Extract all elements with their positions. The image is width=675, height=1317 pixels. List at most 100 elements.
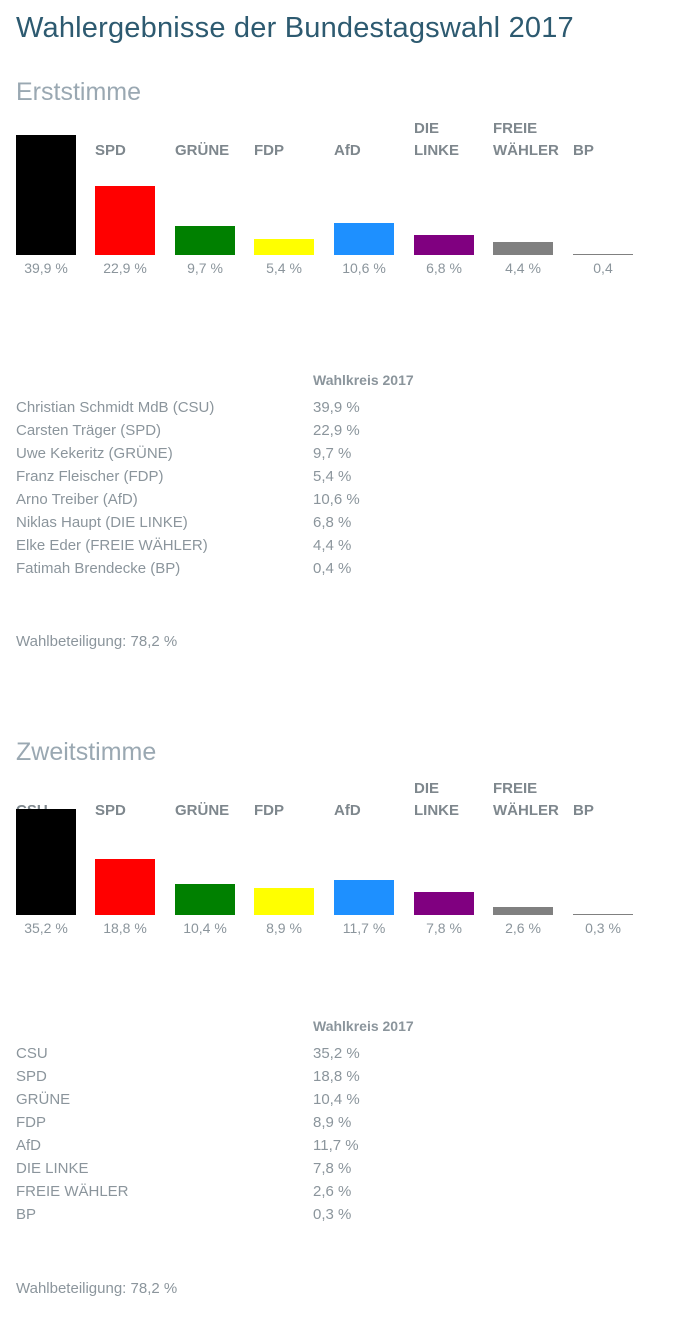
bar-fdp xyxy=(254,888,314,915)
bar-bp xyxy=(573,913,633,915)
row-name: DIE LINKE xyxy=(16,1160,89,1177)
party-label-bp: BP xyxy=(573,802,594,819)
table-row: Carsten Träger (SPD) 22,9 % xyxy=(16,419,616,442)
table-row: CSU 35,2 % xyxy=(16,1042,616,1065)
bar-die-linke xyxy=(414,891,474,915)
row-value: 2,6 % xyxy=(313,1183,352,1200)
row-name: Fatimah Brendecke (BP) xyxy=(16,560,181,577)
bar-fdp xyxy=(254,238,314,255)
section-title: Erststimme xyxy=(16,78,141,106)
value-label-freie-waehler: 2,6 % xyxy=(505,920,541,936)
row-name: Uwe Kekeritz (GRÜNE) xyxy=(16,445,173,462)
value-label-gruene: 10,4 % xyxy=(183,920,227,936)
row-value: 10,4 % xyxy=(313,1091,360,1108)
table-row: FDP 8,9 % xyxy=(16,1111,616,1134)
row-value: 11,7 % xyxy=(313,1137,359,1154)
row-name: Carsten Träger (SPD) xyxy=(16,422,162,439)
turnout-text: Wahlbeteiligung: 78,2 % xyxy=(16,1280,178,1297)
table-header: Wahlkreis 2017 xyxy=(313,1018,414,1034)
party-label-spd: SPD xyxy=(95,142,126,159)
row-value: 18,8 % xyxy=(313,1068,360,1085)
party-label-freie-waehler: FREIE WÄHLER xyxy=(493,780,559,819)
row-name: Franz Fleischer (FDP) xyxy=(16,468,164,485)
row-value: 4,4 % xyxy=(313,537,352,554)
party-label-afd: AfD xyxy=(334,142,361,159)
bar-csu xyxy=(16,135,76,255)
bar-freie-waehler xyxy=(493,241,553,255)
party-label-gruene: GRÜNE xyxy=(175,142,230,159)
row-value: 0,3 % xyxy=(313,1206,352,1223)
bar-bp xyxy=(573,253,633,255)
party-label-afd: AfD xyxy=(334,802,361,819)
value-label-spd: 18,8 % xyxy=(103,920,147,936)
party-label-spd: SPD xyxy=(95,802,126,819)
row-value: 22,9 % xyxy=(313,422,360,439)
table-row: BP 0,3 % xyxy=(16,1203,616,1226)
bar-csu xyxy=(16,809,76,915)
row-name: FREIE WÄHLER xyxy=(16,1183,129,1200)
value-label-fdp: 5,4 % xyxy=(266,260,302,276)
row-name: SPD xyxy=(16,1068,47,1085)
party-label-die-linke: DIE LINKE xyxy=(414,120,459,159)
party-label-bp: BP xyxy=(573,142,594,159)
row-value: 0,4 % xyxy=(313,560,352,577)
row-value: 35,2 % xyxy=(313,1045,360,1062)
party-label-die-linke: DIE LINKE xyxy=(414,780,459,819)
bar-die-linke xyxy=(414,234,474,255)
section-title: Zweitstimme xyxy=(16,738,157,766)
value-label-spd: 22,9 % xyxy=(103,260,147,276)
bar-spd xyxy=(95,858,155,915)
value-label-bp: 0,4 xyxy=(593,260,613,276)
row-name: FDP xyxy=(16,1114,46,1131)
table-row: Elke Eder (FREIE WÄHLER) 4,4 % xyxy=(16,534,616,557)
value-label-afd: 11,7 % xyxy=(342,920,386,936)
table-row: AfD 11,7 % xyxy=(16,1134,616,1157)
bar-afd xyxy=(334,223,394,255)
table-row: Christian Schmidt MdB (CSU) 39,9 % xyxy=(16,396,616,419)
row-name: CSU xyxy=(16,1045,48,1062)
row-name: BP xyxy=(16,1206,37,1223)
value-label-csu: 39,9 % xyxy=(24,260,68,276)
row-name: GRÜNE xyxy=(16,1091,71,1108)
row-value: 10,6 % xyxy=(313,491,360,508)
party-label-freie-waehler: FREIE WÄHLER xyxy=(493,120,559,159)
table-row: Uwe Kekeritz (GRÜNE) 9,7 % xyxy=(16,442,616,465)
table-header: Wahlkreis 2017 xyxy=(313,372,414,388)
row-name: Niklas Haupt (DIE LINKE) xyxy=(16,514,188,531)
value-label-bp: 0,3 % xyxy=(585,920,621,936)
bar-spd xyxy=(95,186,155,255)
row-value: 6,8 % xyxy=(313,514,352,531)
bar-afd xyxy=(334,879,394,915)
row-name: Christian Schmidt MdB (CSU) xyxy=(16,399,215,416)
table-row: Franz Fleischer (FDP) 5,4 % xyxy=(16,465,616,488)
row-name: Elke Eder (FREIE WÄHLER) xyxy=(16,537,208,554)
row-name: Arno Treiber (AfD) xyxy=(16,491,138,508)
value-label-die-linke: 7,8 % xyxy=(426,920,462,936)
table-row: DIE LINKE 7,8 % xyxy=(16,1157,616,1180)
value-label-afd: 10,6 % xyxy=(342,260,386,276)
value-label-die-linke: 6,8 % xyxy=(426,260,462,276)
bar-gruene xyxy=(175,225,235,255)
row-value: 39,9 % xyxy=(313,399,360,416)
table-row: GRÜNE 10,4 % xyxy=(16,1088,616,1111)
bar-gruene xyxy=(175,883,235,915)
table-row: FREIE WÄHLER 2,6 % xyxy=(16,1180,616,1203)
row-name: AfD xyxy=(16,1137,42,1154)
table-row: Fatimah Brendecke (BP) 0,4 % xyxy=(16,557,616,580)
party-label-fdp: FDP xyxy=(254,802,284,819)
value-label-csu: 35,2 % xyxy=(24,920,68,936)
page-title: Wahlergebnisse der Bundestagswahl 2017 xyxy=(16,12,574,44)
value-label-gruene: 9,7 % xyxy=(187,260,223,276)
party-label-fdp: FDP xyxy=(254,142,284,159)
section-zweitstimme: Zweitstimme CSU 35,2 % SPD 18,8 % GRÜNE 10,4 … xyxy=(0,738,675,1308)
table-row: Arno Treiber (AfD) 10,6 % xyxy=(16,488,616,511)
value-label-fdp: 8,9 % xyxy=(266,920,302,936)
table-row: SPD 18,8 % xyxy=(16,1065,616,1088)
table-row: Niklas Haupt (DIE LINKE) 6,8 % xyxy=(16,511,616,534)
party-label-gruene: GRÜNE xyxy=(175,802,230,819)
row-value: 9,7 % xyxy=(313,445,352,462)
turnout-text: Wahlbeteiligung: 78,2 % xyxy=(16,633,178,650)
